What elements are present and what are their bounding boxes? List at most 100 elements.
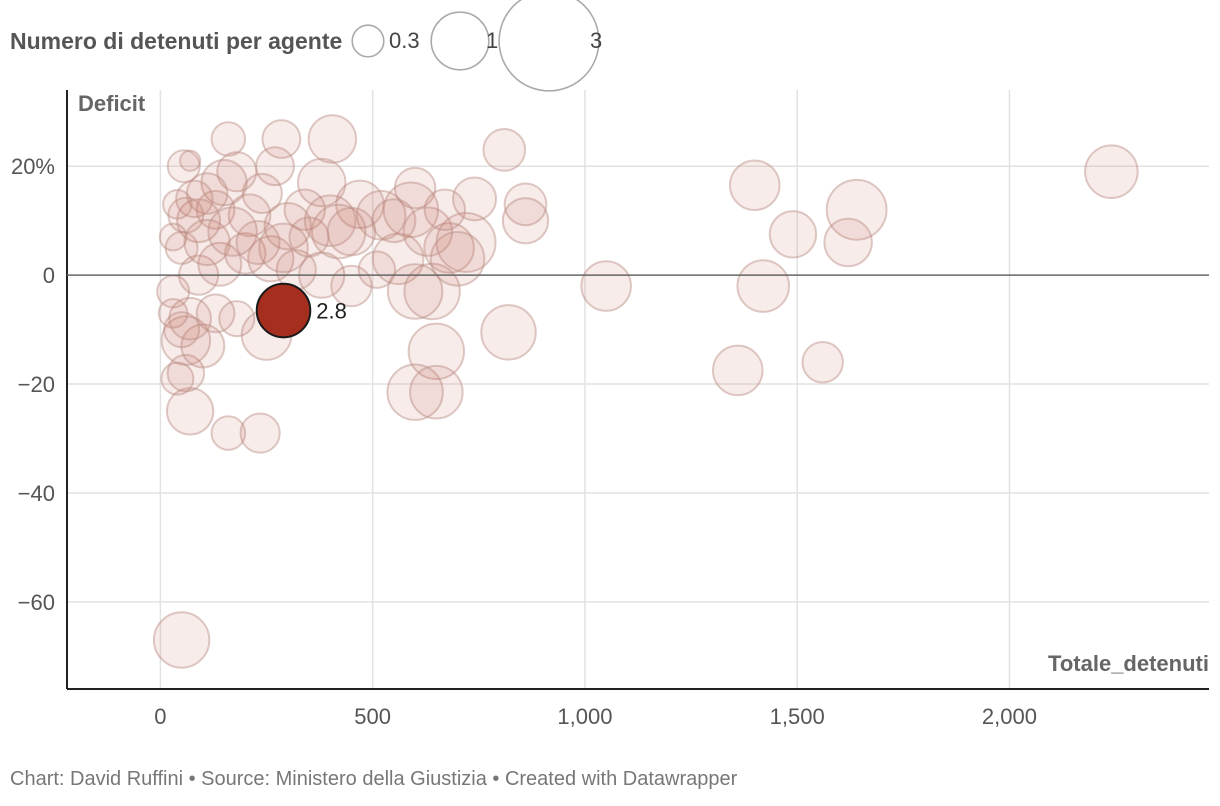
data-bubble bbox=[580, 260, 632, 312]
data-bubble bbox=[180, 323, 226, 369]
data-bubble bbox=[711, 344, 764, 397]
data-bubble bbox=[452, 176, 498, 222]
data-bubble bbox=[227, 193, 272, 238]
y-tick-label: −20 bbox=[18, 372, 55, 397]
data-bubble bbox=[224, 232, 267, 275]
legend-size-circle bbox=[351, 24, 385, 58]
data-bubble bbox=[407, 322, 466, 381]
data-bubble bbox=[386, 263, 444, 320]
axis-labels: 0 500 1,000 1,500 2,000 20% 0 −20 −40 −60 Deficit T… bbox=[11, 91, 1209, 729]
x-axis-title: Totale_detenuti bbox=[1048, 651, 1209, 676]
data-bubble bbox=[239, 412, 281, 454]
y-tick-label: −60 bbox=[18, 590, 55, 615]
data-bubble bbox=[207, 206, 258, 257]
data-bubble bbox=[728, 159, 781, 212]
data-bubble bbox=[195, 293, 236, 334]
highlight-label: 2.8 bbox=[316, 299, 347, 324]
data-bubble bbox=[200, 158, 248, 207]
x-tick-label: 0 bbox=[154, 704, 166, 729]
data-bubble bbox=[296, 157, 347, 208]
data-bubble bbox=[393, 166, 437, 210]
data-bubble bbox=[823, 217, 873, 268]
data-bubble bbox=[288, 216, 330, 258]
data-bubble bbox=[326, 206, 377, 257]
axes bbox=[66, 90, 1209, 690]
data-bubble bbox=[1084, 144, 1139, 199]
legend-size-label: 3 bbox=[590, 28, 602, 53]
legend-title: Numero di detenuti per agente bbox=[10, 28, 343, 54]
data-bubble bbox=[482, 128, 527, 172]
data-bubble bbox=[241, 172, 283, 215]
data-bubble bbox=[152, 611, 211, 669]
legend-size-label: 0.3 bbox=[389, 28, 420, 53]
data-bubble bbox=[335, 179, 385, 230]
data-bubble bbox=[371, 232, 425, 286]
data-bubble bbox=[263, 201, 312, 251]
data-bubble bbox=[435, 211, 497, 273]
data-bubble bbox=[163, 311, 201, 349]
data-bubble bbox=[283, 188, 326, 232]
data-bubble bbox=[235, 220, 281, 265]
highlighted-bubble bbox=[255, 282, 312, 339]
data-bubble bbox=[402, 206, 454, 257]
data-bubble bbox=[183, 218, 231, 267]
data-bubble bbox=[357, 250, 397, 289]
data-bubble bbox=[403, 262, 461, 321]
data-bubble bbox=[429, 231, 486, 287]
data-bubble bbox=[157, 297, 189, 329]
data-bubble bbox=[168, 296, 212, 341]
data-bubble bbox=[501, 197, 550, 245]
chart-credits: Chart: David Ruffini • Source: Ministero… bbox=[10, 768, 738, 790]
data-bubble bbox=[801, 341, 844, 384]
data-bubble bbox=[768, 210, 818, 259]
data-bubble bbox=[216, 151, 258, 193]
data-bubble bbox=[736, 259, 791, 313]
data-bubble bbox=[165, 387, 215, 436]
x-tick-label: 1,500 bbox=[770, 704, 825, 729]
data-bubble bbox=[158, 222, 188, 252]
data-bubble bbox=[166, 353, 206, 393]
data-bubble bbox=[175, 179, 214, 219]
data-bubble bbox=[195, 189, 236, 230]
data-bubble bbox=[162, 189, 193, 220]
data-bubble bbox=[160, 315, 212, 366]
data-bubble bbox=[167, 196, 205, 234]
y-tick-label: −40 bbox=[18, 481, 55, 506]
legend-size-label: 1 bbox=[486, 28, 498, 53]
data-bubble bbox=[307, 114, 358, 164]
data-bubble bbox=[176, 198, 222, 244]
bubbles: 2.8 bbox=[152, 114, 1139, 669]
data-bubble bbox=[185, 172, 229, 215]
data-bubble bbox=[423, 222, 475, 274]
data-bubble bbox=[166, 149, 201, 184]
data-bubble bbox=[164, 230, 199, 265]
legend-size-circle bbox=[430, 11, 490, 71]
x-tick-label: 2,000 bbox=[982, 704, 1037, 729]
x-tick-label: 500 bbox=[354, 704, 391, 729]
y-tick-label: 20% bbox=[11, 154, 55, 179]
data-bubble bbox=[480, 304, 537, 361]
data-bubble bbox=[825, 178, 888, 241]
grid-lines bbox=[67, 90, 1209, 689]
data-bubble bbox=[303, 194, 357, 247]
data-bubble bbox=[160, 361, 195, 396]
y-tick-label: 0 bbox=[43, 263, 55, 288]
size-legend: Numero di detenuti per agente bbox=[10, 8, 810, 72]
data-bubble bbox=[409, 364, 464, 420]
y-axis-title: Deficit bbox=[78, 91, 146, 116]
data-bubble bbox=[210, 121, 247, 157]
data-bubble bbox=[355, 189, 407, 241]
data-bubble bbox=[386, 363, 444, 421]
data-bubble bbox=[258, 222, 309, 274]
data-bubble bbox=[178, 149, 202, 172]
data-bubble bbox=[247, 235, 295, 283]
data-bubble bbox=[210, 415, 247, 451]
x-tick-label: 1,000 bbox=[557, 704, 612, 729]
data-bubble bbox=[423, 188, 467, 232]
data-bubble bbox=[330, 264, 373, 308]
data-bubble bbox=[371, 198, 417, 244]
data-bubble bbox=[218, 300, 256, 338]
data-bubble bbox=[261, 119, 302, 159]
data-bubble bbox=[310, 203, 367, 260]
